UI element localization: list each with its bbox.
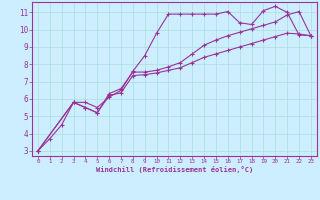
X-axis label: Windchill (Refroidissement éolien,°C): Windchill (Refroidissement éolien,°C) bbox=[96, 166, 253, 173]
